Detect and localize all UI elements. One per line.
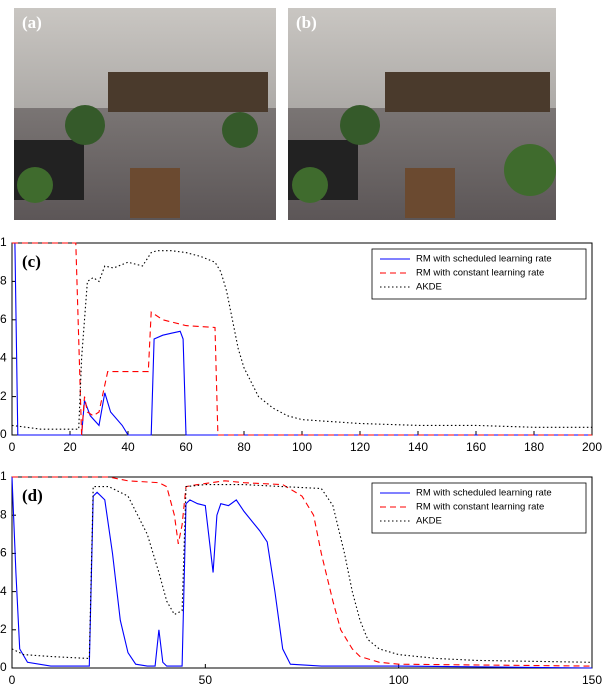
photo-b [288, 8, 556, 220]
y-tick-label: 4 [0, 584, 7, 598]
x-tick-label: 0 [9, 440, 16, 454]
legend-label: RM with constant learning rate [416, 268, 544, 279]
x-tick-label: 140 [408, 440, 428, 454]
legend-label: RM with scheduled learning rate [416, 254, 552, 265]
y-tick-label: 2 [0, 622, 7, 636]
x-tick-label: 200 [582, 440, 602, 454]
y-tick-label: 4 [0, 350, 7, 364]
panel-label: (c) [22, 252, 41, 271]
image-label: (a) [22, 13, 42, 32]
x-tick-label: 60 [179, 440, 193, 454]
y-tick-label: 0 [0, 660, 7, 674]
legend-label: RM with scheduled learning rate [416, 488, 552, 499]
y-tick-label: 8 [0, 507, 7, 521]
y-tick-label: 8 [0, 274, 7, 288]
data-line [12, 242, 592, 436]
photo-a [14, 8, 276, 220]
legend-label: RM with constant learning rate [416, 502, 544, 513]
x-tick-label: 40 [121, 440, 135, 454]
panel-label: (d) [22, 486, 43, 505]
image-label: (b) [296, 13, 317, 32]
x-tick-label: 180 [524, 440, 544, 454]
data-line [11, 476, 593, 669]
y-tick-label: 6 [0, 312, 7, 326]
x-tick-label: 150 [582, 673, 602, 687]
y-tick-label: 0 [0, 427, 7, 441]
data-line [12, 476, 593, 667]
x-tick-label: 120 [350, 440, 370, 454]
x-tick-label: 20 [63, 440, 77, 454]
x-tick-label: 80 [237, 440, 251, 454]
data-line [11, 250, 592, 430]
x-tick-label: 100 [389, 673, 409, 687]
legend-label: AKDE [416, 516, 442, 527]
y-tick-label: 1 [0, 235, 7, 249]
legend-box [371, 248, 587, 300]
x-tick-label: 100 [292, 440, 312, 454]
y-tick-label: 1 [0, 469, 7, 483]
legend-box [371, 482, 587, 534]
x-tick-label: 160 [466, 440, 486, 454]
x-tick-label: 50 [199, 673, 213, 687]
y-tick-label: 2 [0, 389, 7, 403]
y-tick-label: 6 [0, 546, 7, 560]
plot-frame [11, 476, 593, 669]
legend-label: AKDE [416, 282, 442, 293]
data-line [11, 484, 593, 663]
x-tick-label: 0 [9, 673, 16, 687]
